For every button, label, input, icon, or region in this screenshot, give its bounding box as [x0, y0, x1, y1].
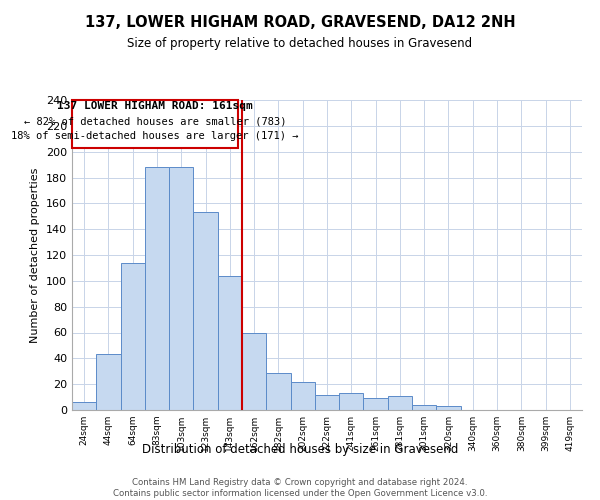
- Bar: [121, 263, 145, 410]
- Text: ← 82% of detached houses are smaller (783): ← 82% of detached houses are smaller (78…: [24, 117, 286, 127]
- Bar: [436, 406, 461, 410]
- Bar: [388, 396, 412, 410]
- Bar: [193, 212, 218, 410]
- Text: Contains HM Land Registry data © Crown copyright and database right 2024.
Contai: Contains HM Land Registry data © Crown c…: [113, 478, 487, 498]
- Y-axis label: Number of detached properties: Number of detached properties: [31, 168, 40, 342]
- Bar: [315, 394, 339, 410]
- Text: 137 LOWER HIGHAM ROAD: 161sqm: 137 LOWER HIGHAM ROAD: 161sqm: [58, 102, 253, 112]
- Text: Size of property relative to detached houses in Gravesend: Size of property relative to detached ho…: [127, 38, 473, 51]
- Text: Distribution of detached houses by size in Gravesend: Distribution of detached houses by size …: [142, 442, 458, 456]
- FancyBboxPatch shape: [72, 100, 238, 148]
- Bar: [72, 402, 96, 410]
- Text: 137, LOWER HIGHAM ROAD, GRAVESEND, DA12 2NH: 137, LOWER HIGHAM ROAD, GRAVESEND, DA12 …: [85, 15, 515, 30]
- Bar: [145, 167, 169, 410]
- Bar: [339, 393, 364, 410]
- Bar: [242, 332, 266, 410]
- Bar: [290, 382, 315, 410]
- Bar: [218, 276, 242, 410]
- Bar: [266, 372, 290, 410]
- Text: 18% of semi-detached houses are larger (171) →: 18% of semi-detached houses are larger (…: [11, 131, 299, 141]
- Bar: [96, 354, 121, 410]
- Bar: [412, 405, 436, 410]
- Bar: [364, 398, 388, 410]
- Bar: [169, 167, 193, 410]
